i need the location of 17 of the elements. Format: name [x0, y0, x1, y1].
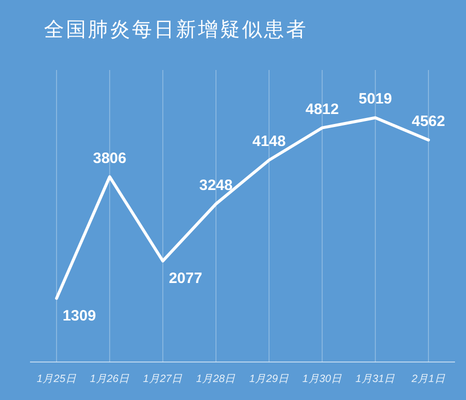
x-tick-label: 1月27日: [143, 373, 183, 385]
data-label: 3806: [93, 150, 126, 167]
x-tick-label: 2月1日: [410, 373, 446, 385]
data-label: 1309: [62, 307, 96, 324]
data-label: 4812: [306, 100, 339, 118]
data-label: 4562: [412, 112, 446, 130]
data-label: 2077: [168, 270, 202, 287]
x-tick-label: 1月30日: [302, 373, 342, 385]
x-tick-label: 1月26日: [90, 373, 130, 385]
x-tick-label: 1月29日: [249, 373, 289, 385]
x-tick-label: 1月31日: [356, 373, 396, 385]
data-label: 4148: [252, 133, 286, 150]
data-label: 5019: [358, 90, 392, 108]
chart-title: 全国肺炎每日新增疑似患者: [44, 19, 308, 41]
x-tick-label: 1月25日: [36, 373, 76, 385]
x-tick-label: 1月28日: [196, 373, 236, 385]
data-label: 3248: [199, 176, 233, 194]
